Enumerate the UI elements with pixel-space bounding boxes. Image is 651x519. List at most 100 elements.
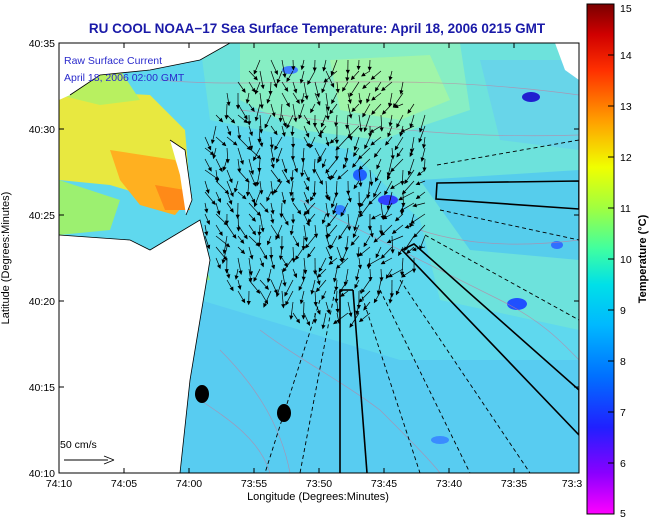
current-vector-head [256,154,262,160]
y-tick-label: 40:35 [29,38,55,50]
x-tick-label: 74:00 [176,478,202,490]
current-vector-head [275,292,280,298]
current-vector-head [251,217,256,222]
current-vector-head [216,210,221,216]
current-vector-head [255,289,261,294]
current-vector-head [368,277,373,282]
current-vector-head [240,239,245,244]
current-vector-head [211,200,216,206]
current-vector-head [350,241,355,246]
current-vector-head [415,194,421,200]
current-vector-head [271,112,276,118]
chart-title: RU COOL NOAA−17 Sea Surface Temperature:… [89,21,546,36]
current-vector-head [290,177,295,182]
current-vector-head [221,259,226,264]
current-vector-head [233,188,238,193]
current-vector-head [334,286,339,292]
colorbar-tick-label: 14 [620,50,632,62]
current-vector-head [380,260,386,265]
current-vector-head [334,156,339,161]
current-vector-head [358,182,363,188]
current-vector-head [269,254,274,260]
current-vector-head [241,88,246,93]
current-vector-head [335,145,340,151]
current-vector-head [317,133,322,139]
current-vector-head [295,318,301,324]
current-vector-head [226,274,231,279]
current-vector-head [313,319,318,324]
current-vector-head [387,175,391,181]
current-vector-head [230,118,236,124]
current-vector-head [271,264,276,270]
current-vector-head [371,110,376,115]
current-vector-head [332,277,338,283]
current-vector-head [222,166,227,172]
current-vector-head [370,215,376,220]
current-vector-head [212,154,217,160]
buoy-marker [277,404,291,422]
current-vector-head [273,289,278,295]
current-vector-head [363,305,368,311]
current-vector-head [358,165,364,171]
current-vector-head [297,209,302,215]
current-vector-head [316,280,321,286]
current-vector-head [255,181,260,187]
current-vector-head [340,212,345,217]
current-vector-head [340,292,345,297]
current-vector-head [268,90,273,96]
current-vector-head [320,122,325,128]
x-tick-label: 73:40 [436,478,462,490]
current-vector-head [411,247,417,252]
current-vector-head [360,72,366,77]
current-vector-head [247,121,252,126]
current-vector-head [359,212,364,218]
current-vector-head [306,120,311,126]
current-vector-head [244,178,250,183]
current-vector-head [246,300,251,306]
current-vector-head [303,269,308,275]
current-vector-head [270,191,275,196]
y-tick-label: 40:20 [29,296,55,308]
current-vector-head [358,252,364,257]
current-vector-head [373,192,378,198]
current-vector-head [348,114,353,119]
current-vector-head [263,254,268,260]
current-vector-head [347,197,352,203]
y-tick-label: 40:30 [29,124,55,136]
current-vector-head [342,86,347,92]
current-vector-head [366,262,372,267]
current-vector-head [257,138,262,144]
current-vector-head [301,276,306,282]
current-vector-head [366,98,370,104]
current-vector-head [248,145,254,151]
current-vector-head [259,142,264,148]
y-tick-label: 40:15 [29,382,55,394]
current-vector-head [382,215,388,220]
current-vector-head [310,196,314,202]
current-vector-head [293,273,298,279]
current-vector-head [415,181,421,186]
current-vector-head [304,95,309,101]
current-vector-head [316,310,321,315]
current-vector-head [235,105,241,110]
current-vector-head [376,290,381,296]
current-vector-head [400,128,405,133]
current-vector-head [399,89,404,95]
current-vector-head [206,244,211,250]
current-vector-head [274,145,279,151]
current-vector-head [390,249,395,254]
current-vector-head [209,151,215,156]
current-vector-head [276,78,281,84]
current-vector-head [370,141,376,146]
current-vector-head [269,144,274,150]
current-vector-head [325,213,330,218]
current-vector-head [258,129,264,134]
current-vector-head [367,66,372,72]
current-vector-head [241,298,246,304]
colorbar-tick-label: 11 [620,203,631,215]
current-vector-head [329,244,334,250]
current-vector-head [420,157,425,162]
current-vector-head [317,158,322,164]
current-vector-head [275,158,280,164]
current-vector-head [379,277,384,282]
